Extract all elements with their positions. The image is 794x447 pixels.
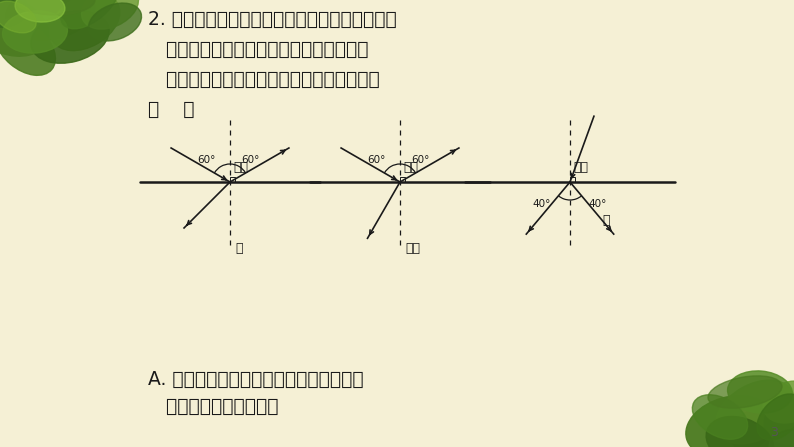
Ellipse shape [730,409,794,447]
Text: 玻璃: 玻璃 [405,242,420,255]
Ellipse shape [15,0,95,15]
Text: 40°: 40° [589,199,607,209]
Ellipse shape [708,376,782,408]
Ellipse shape [0,0,48,56]
Bar [400,177,405,182]
Ellipse shape [31,11,110,63]
Ellipse shape [727,371,792,413]
Text: 慢，通过分析实验现象，以下结论正确的是: 慢，通过分析实验现象，以下结论正确的是 [148,70,380,89]
Ellipse shape [769,430,794,447]
Ellipse shape [757,394,794,440]
Text: 空气: 空气 [233,161,248,174]
Ellipse shape [706,417,774,447]
Text: 2. 如图中以空气、水、玻璃为光的传播介质，已: 2. 如图中以空气、水、玻璃为光的传播介质，已 [148,10,397,29]
Text: 水: 水 [235,242,242,255]
Bar [230,177,235,182]
Ellipse shape [0,1,37,33]
Ellipse shape [82,0,138,29]
Ellipse shape [6,0,94,40]
Text: 60°: 60° [410,155,430,165]
Ellipse shape [88,3,141,41]
Ellipse shape [2,11,67,53]
Text: 60°: 60° [241,155,259,165]
Ellipse shape [50,0,120,51]
Ellipse shape [764,400,794,445]
Ellipse shape [15,0,65,22]
Text: 玻璃: 玻璃 [573,161,588,174]
Ellipse shape [60,0,119,29]
Ellipse shape [692,395,748,439]
Ellipse shape [0,0,27,27]
Bar [570,177,575,182]
Text: 水: 水 [602,214,610,227]
Text: 60°: 60° [367,155,385,165]
Text: 知光在空气中传播最快，在玻璃中传播最: 知光在空气中传播最快，在玻璃中传播最 [148,40,368,59]
Text: （    ）: （ ） [148,100,195,119]
Ellipse shape [0,19,56,76]
Text: A. 光从一种介质斜射入另一种介质时，光: A. 光从一种介质斜射入另一种介质时，光 [148,370,364,389]
Text: 60°: 60° [197,155,215,165]
Ellipse shape [686,396,774,447]
Text: 的传播方向不发生改变: 的传播方向不发生改变 [148,397,279,416]
Ellipse shape [715,380,794,444]
Text: 3: 3 [770,426,778,439]
Text: 空气: 空气 [403,161,418,174]
Text: 40°: 40° [533,199,551,209]
Ellipse shape [763,381,794,423]
